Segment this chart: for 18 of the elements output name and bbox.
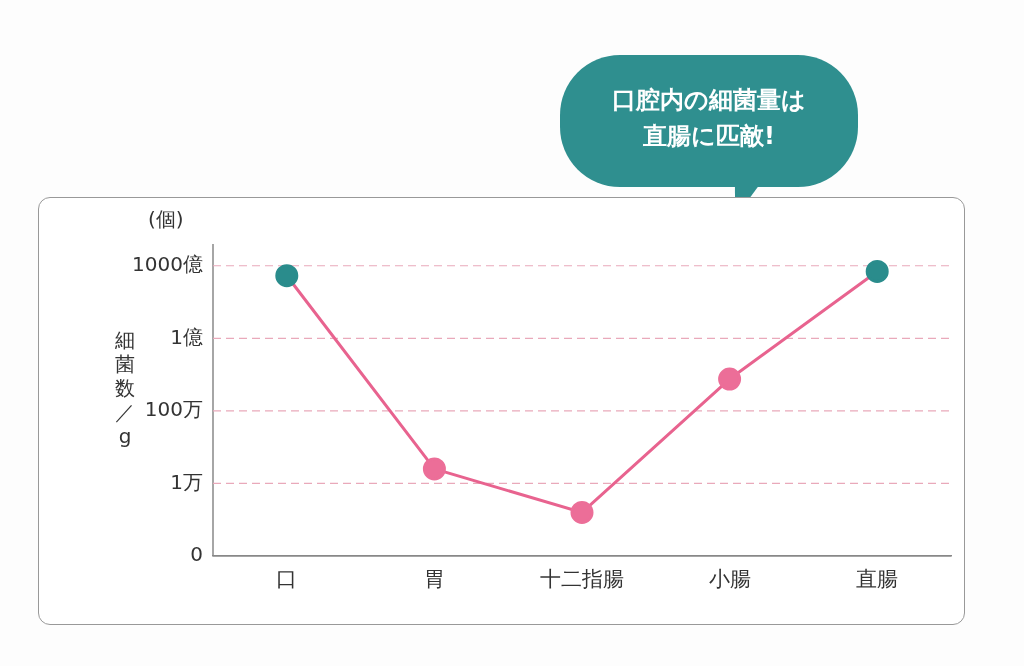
y-axis-title: 細菌数／g <box>114 328 136 448</box>
point <box>570 500 594 524</box>
ref-line-label: 1000億 <box>132 251 203 276</box>
x-tick-label: 胃 <box>423 567 445 592</box>
text: (個) <box>148 206 184 233</box>
ref-line-label: 1万 <box>170 469 203 494</box>
x-tick-label: 口 <box>276 567 298 592</box>
ref-line-label: 100万 <box>144 397 203 422</box>
x-tick-label: 小腸 <box>708 567 751 592</box>
text: 口腔内の細菌量は直腸に匹敵! <box>611 85 807 152</box>
point <box>865 259 889 283</box>
ref-line-label: 1億 <box>170 324 203 349</box>
ref-line-label: 0 <box>190 542 203 567</box>
point <box>718 367 742 391</box>
x-tick-label: 十二指腸 <box>540 567 624 592</box>
point <box>422 457 446 481</box>
point <box>275 264 299 288</box>
x-tick-label: 直腸 <box>856 567 899 592</box>
